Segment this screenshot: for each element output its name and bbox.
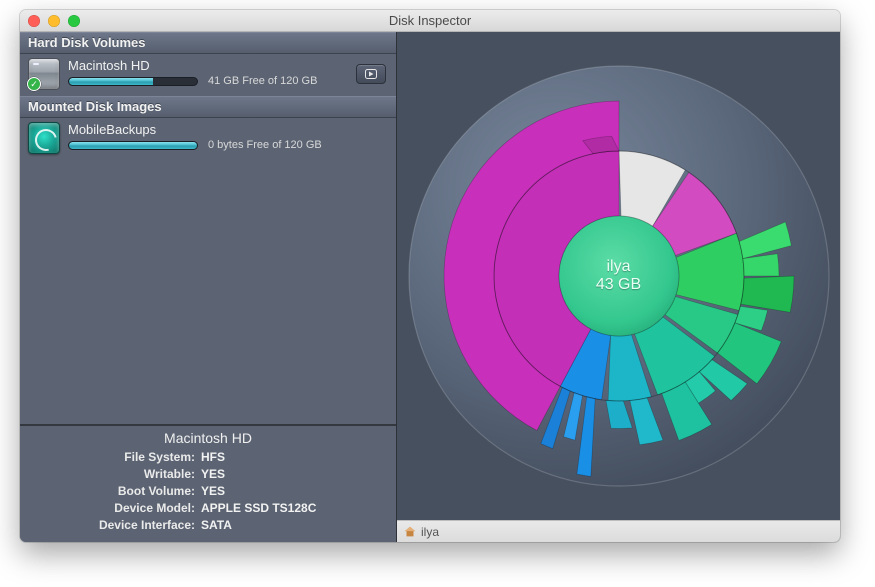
- section-header: Mounted Disk Images: [20, 96, 396, 118]
- info-title: Macintosh HD: [26, 430, 390, 446]
- home-icon: [403, 525, 417, 539]
- usage-bar: [68, 77, 198, 86]
- info-row: File System:HFS: [26, 449, 390, 466]
- titlebar: Disk Inspector: [20, 10, 840, 32]
- info-row: Device Model:APPLE SSD TS128C: [26, 500, 390, 517]
- content-area: Hard Disk Volumes ✓ Macintosh HD 41 GB Free…: [20, 32, 840, 542]
- info-row: Writable:YES: [26, 466, 390, 483]
- app-window: Disk Inspector Hard Disk Volumes ✓ Macinto…: [20, 10, 840, 542]
- path-segment: ilya: [421, 525, 439, 539]
- info-label: Device Model:: [26, 500, 201, 517]
- path-bar[interactable]: ilya: [397, 520, 840, 542]
- info-row: Boot Volume:YES: [26, 483, 390, 500]
- info-label: File System:: [26, 449, 201, 466]
- volumes-list: Hard Disk Volumes ✓ Macintosh HD 41 GB Free…: [20, 32, 396, 424]
- minimize-button[interactable]: [48, 15, 60, 27]
- info-label: Writable:: [26, 466, 201, 483]
- sidebar: Hard Disk Volumes ✓ Macintosh HD 41 GB Free…: [20, 32, 397, 542]
- free-space-label: 41 GB Free of 120 GB: [208, 75, 317, 87]
- free-space-label: 0 bytes Free of 120 GB: [208, 139, 322, 151]
- zoom-button[interactable]: [68, 15, 80, 27]
- usage-bar: [68, 141, 198, 150]
- sunburst-area[interactable]: [397, 32, 840, 520]
- close-button[interactable]: [28, 15, 40, 27]
- time-machine-icon: [28, 122, 60, 154]
- info-value: HFS: [201, 449, 390, 466]
- scan-button[interactable]: [356, 64, 386, 84]
- sunburst-center: [559, 216, 679, 336]
- info-value: SATA: [201, 517, 390, 534]
- info-value: YES: [201, 466, 390, 483]
- traffic-lights: [20, 15, 80, 27]
- volume-name: MobileBackups: [68, 122, 388, 137]
- volume-row[interactable]: ✓ Macintosh HD 41 GB Free of 120 GB: [20, 54, 396, 96]
- volume-row[interactable]: MobileBackups 0 bytes Free of 120 GB: [20, 118, 396, 160]
- section-header: Hard Disk Volumes: [20, 32, 396, 54]
- info-row: Device Interface:SATA: [26, 517, 390, 534]
- check-badge-icon: ✓: [27, 77, 41, 91]
- info-label: Device Interface:: [26, 517, 201, 534]
- window-title: Disk Inspector: [20, 13, 840, 28]
- info-panel: Macintosh HD File System:HFSWritable:YES…: [20, 424, 396, 542]
- hard-disk-icon: ✓: [28, 58, 60, 90]
- sunburst-panel: ilya 43 GB ilya: [397, 32, 840, 542]
- volume-name: Macintosh HD: [68, 58, 348, 73]
- info-label: Boot Volume:: [26, 483, 201, 500]
- info-value: APPLE SSD TS128C: [201, 500, 390, 517]
- info-value: YES: [201, 483, 390, 500]
